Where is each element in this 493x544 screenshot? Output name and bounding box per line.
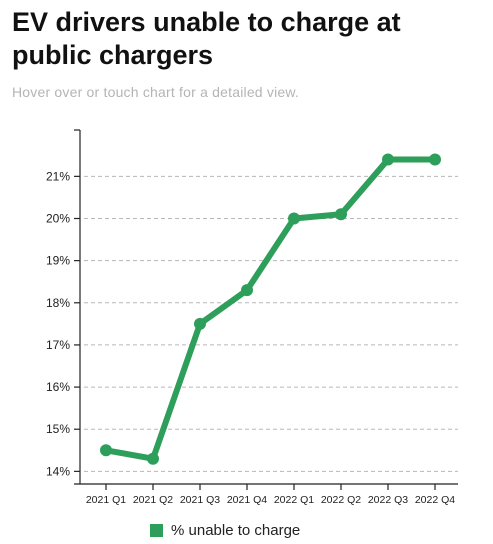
line-chart[interactable]: 14%15%16%17%18%19%20%21% 2021 Q1 2021 Q2 2… — [0, 0, 493, 520]
data-point[interactable] — [429, 153, 441, 166]
chart-subtitle: Hover over or touch chart for a detailed… — [12, 84, 300, 100]
data-point[interactable] — [335, 208, 347, 221]
data-point[interactable] — [100, 444, 112, 457]
y-tick-label: 19% — [46, 254, 70, 268]
x-tick-label: 2021 Q2 — [133, 494, 173, 506]
x-tick-label: 2022 Q3 — [368, 494, 408, 506]
series-line[interactable] — [103, 156, 438, 462]
x-tick-label: 2021 Q3 — [180, 494, 220, 506]
axes — [74, 129, 458, 490]
data-point[interactable] — [241, 284, 253, 297]
x-tick-label: 2021 Q4 — [227, 494, 267, 506]
y-tick-label: 16% — [46, 380, 70, 394]
y-tick-label: 20% — [46, 212, 70, 226]
y-tick-label: 15% — [46, 422, 70, 436]
chart-title: EV drivers unable to charge at public ch… — [12, 7, 401, 70]
x-tick-label: 2022 Q2 — [321, 494, 361, 506]
y-tick-label: 21% — [46, 169, 70, 183]
y-tick-label: 17% — [46, 338, 70, 352]
data-point[interactable] — [147, 452, 159, 465]
y-tick-labels: 14% 15% 16% 17% 18% 19% 20% 21% — [46, 169, 70, 478]
x-tick-labels: 2021 Q1 2021 Q2 2021 Q3 2021 Q4 2022 Q1 2022 … — [86, 494, 455, 506]
x-tick-label: 2022 Q4 — [415, 494, 455, 506]
series-layer — [100, 153, 441, 465]
data-point[interactable] — [194, 317, 206, 330]
y-tick-label: 14% — [46, 464, 70, 478]
x-tick-label: 2022 Q1 — [274, 494, 314, 506]
data-point[interactable] — [382, 153, 394, 166]
x-tick-label: 2021 Q1 — [86, 494, 126, 506]
y-tick-label: 18% — [46, 296, 70, 310]
legend[interactable]: % unable to charge — [150, 522, 300, 539]
data-point[interactable] — [288, 212, 300, 225]
legend-label: % unable to charge — [171, 522, 301, 539]
legend-swatch — [150, 524, 163, 537]
grid-lines — [84, 175, 458, 472]
